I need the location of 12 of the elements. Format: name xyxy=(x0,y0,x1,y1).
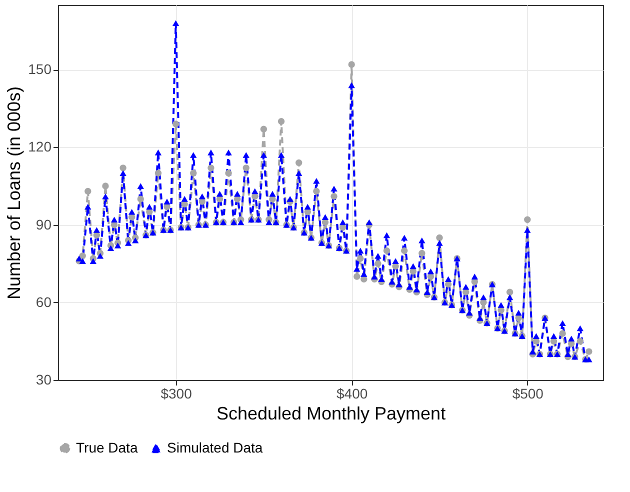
x-axis-title: Scheduled Monthly Payment xyxy=(216,404,446,424)
x-tick-label: $300 xyxy=(160,386,192,402)
y-tick-label: 30 xyxy=(36,372,52,388)
y-tick-label: 120 xyxy=(28,138,52,155)
y-tick-label: 60 xyxy=(36,294,52,310)
y-tick-label: 150 xyxy=(28,61,52,78)
x-tick-label: $500 xyxy=(512,386,544,402)
y-tick-label: 90 xyxy=(36,216,52,232)
x-tick-label: $400 xyxy=(336,386,368,402)
legend-label: Simulated Data xyxy=(167,440,263,456)
y-axis-title: Number of Loans (in 000s) xyxy=(4,86,24,300)
legend-label: True Data xyxy=(76,439,138,456)
